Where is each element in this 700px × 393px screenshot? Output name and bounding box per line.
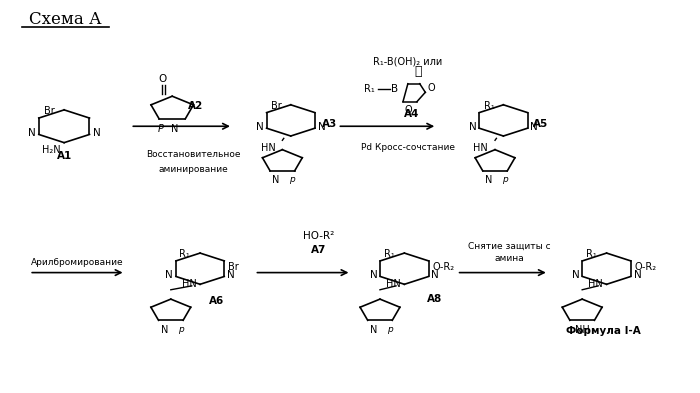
Text: N: N (318, 122, 326, 132)
Text: Br: Br (228, 263, 239, 272)
Text: HN: HN (260, 143, 275, 153)
Text: N: N (572, 270, 580, 280)
Text: Br: Br (272, 101, 282, 111)
Text: N: N (227, 270, 235, 280)
Text: Br: Br (44, 106, 55, 116)
Text: A6: A6 (209, 296, 224, 306)
Text: Pd Кросс-сочстание: Pd Кросс-сочстание (361, 143, 455, 152)
Text: Схема А: Схема А (29, 11, 102, 28)
Text: A1: A1 (57, 151, 72, 161)
Text: P: P (158, 123, 163, 134)
Text: N: N (171, 123, 178, 134)
Text: HN: HN (182, 279, 197, 288)
Text: R₁: R₁ (586, 249, 596, 259)
Text: N: N (469, 122, 477, 132)
Text: N: N (485, 175, 492, 185)
Text: аминирование: аминирование (158, 165, 228, 173)
Text: N: N (165, 270, 173, 280)
Text: N: N (256, 122, 264, 132)
Text: N: N (27, 128, 35, 138)
Text: N: N (160, 325, 168, 335)
Text: p: p (502, 175, 508, 184)
Text: p: p (178, 325, 183, 334)
Text: p: p (289, 175, 295, 184)
Text: N: N (531, 122, 538, 132)
Text: A2: A2 (188, 101, 203, 110)
Text: N: N (93, 128, 101, 138)
Text: HO-R²: HO-R² (303, 231, 335, 241)
Text: A3: A3 (322, 119, 337, 129)
Text: A5: A5 (533, 119, 548, 129)
Text: O-R₂: O-R₂ (634, 263, 657, 272)
Text: B: B (391, 84, 398, 94)
Text: R₁: R₁ (484, 101, 495, 111)
Text: N: N (634, 270, 641, 280)
Text: R₁: R₁ (364, 84, 375, 94)
Text: N: N (431, 270, 439, 280)
Text: Снятие защиты с: Снятие защиты с (468, 241, 550, 250)
Text: Арилбромирование: Арилбромирование (31, 258, 124, 267)
Text: p: p (387, 325, 393, 334)
Text: A8: A8 (427, 294, 442, 304)
Text: O-R₂: O-R₂ (432, 263, 454, 272)
Text: N: N (370, 325, 377, 335)
Text: ⌒: ⌒ (414, 65, 422, 78)
Text: R₁: R₁ (384, 249, 395, 259)
Text: N: N (272, 175, 279, 185)
Text: Формула I-A: Формула I-A (566, 327, 640, 336)
Text: Восстановительное: Восстановительное (146, 151, 240, 160)
Text: N: N (370, 270, 377, 280)
Text: O: O (405, 105, 412, 115)
Text: R₁: R₁ (179, 249, 190, 259)
Text: R₁-B(OH)₂ или: R₁-B(OH)₂ или (373, 57, 442, 67)
Text: H₂N: H₂N (42, 145, 61, 154)
Text: HN: HN (473, 143, 488, 153)
Text: A4: A4 (404, 110, 419, 119)
Text: O: O (428, 83, 435, 94)
Text: A7: A7 (311, 245, 326, 255)
Text: NH: NH (575, 325, 589, 335)
Text: HN: HN (386, 279, 401, 288)
Text: O: O (158, 74, 167, 84)
Text: амина: амина (494, 254, 524, 263)
Text: HN: HN (588, 279, 603, 288)
